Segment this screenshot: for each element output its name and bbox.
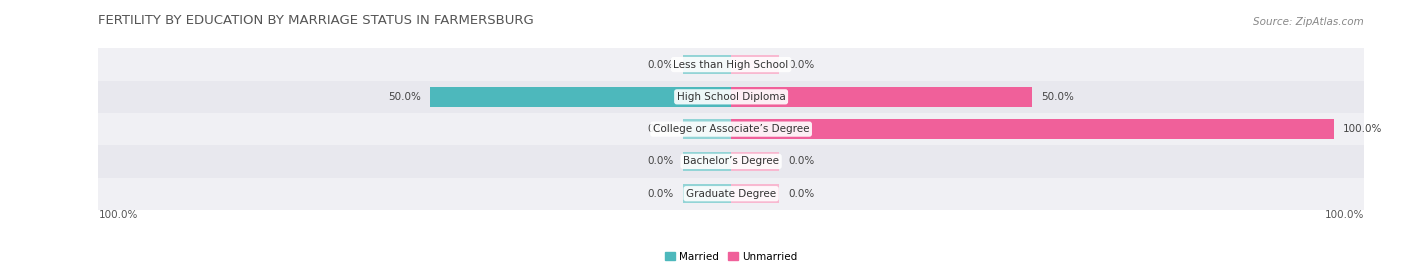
Legend: Married, Unmarried: Married, Unmarried bbox=[661, 247, 801, 266]
Text: Graduate Degree: Graduate Degree bbox=[686, 189, 776, 199]
Text: 0.0%: 0.0% bbox=[648, 156, 673, 167]
Text: 0.0%: 0.0% bbox=[789, 59, 814, 70]
Text: 0.0%: 0.0% bbox=[648, 124, 673, 134]
Bar bbox=[98, 81, 1364, 113]
Text: High School Diploma: High School Diploma bbox=[676, 92, 786, 102]
Text: 0.0%: 0.0% bbox=[648, 59, 673, 70]
Text: Bachelor’s Degree: Bachelor’s Degree bbox=[683, 156, 779, 167]
Bar bbox=[683, 55, 731, 74]
Text: 50.0%: 50.0% bbox=[1042, 92, 1074, 102]
Bar bbox=[98, 113, 1364, 145]
Text: 0.0%: 0.0% bbox=[789, 156, 814, 167]
Text: 100.0%: 100.0% bbox=[1324, 210, 1364, 220]
Text: 50.0%: 50.0% bbox=[388, 92, 420, 102]
Bar bbox=[430, 87, 731, 107]
Bar bbox=[731, 55, 779, 74]
Text: Source: ZipAtlas.com: Source: ZipAtlas.com bbox=[1253, 17, 1364, 27]
Bar bbox=[683, 119, 731, 139]
Bar bbox=[98, 145, 1364, 178]
Bar bbox=[731, 152, 779, 171]
Bar bbox=[683, 184, 731, 203]
Bar bbox=[731, 119, 1334, 139]
Bar bbox=[683, 152, 731, 171]
Text: 100.0%: 100.0% bbox=[1343, 124, 1382, 134]
Bar bbox=[98, 178, 1364, 210]
Text: FERTILITY BY EDUCATION BY MARRIAGE STATUS IN FARMERSBURG: FERTILITY BY EDUCATION BY MARRIAGE STATU… bbox=[98, 15, 534, 27]
Bar bbox=[98, 48, 1364, 81]
Text: 100.0%: 100.0% bbox=[98, 210, 138, 220]
Text: College or Associate’s Degree: College or Associate’s Degree bbox=[652, 124, 810, 134]
Text: 0.0%: 0.0% bbox=[789, 189, 814, 199]
Text: 0.0%: 0.0% bbox=[648, 189, 673, 199]
Bar bbox=[731, 87, 1032, 107]
Text: Less than High School: Less than High School bbox=[673, 59, 789, 70]
Bar bbox=[731, 184, 779, 203]
